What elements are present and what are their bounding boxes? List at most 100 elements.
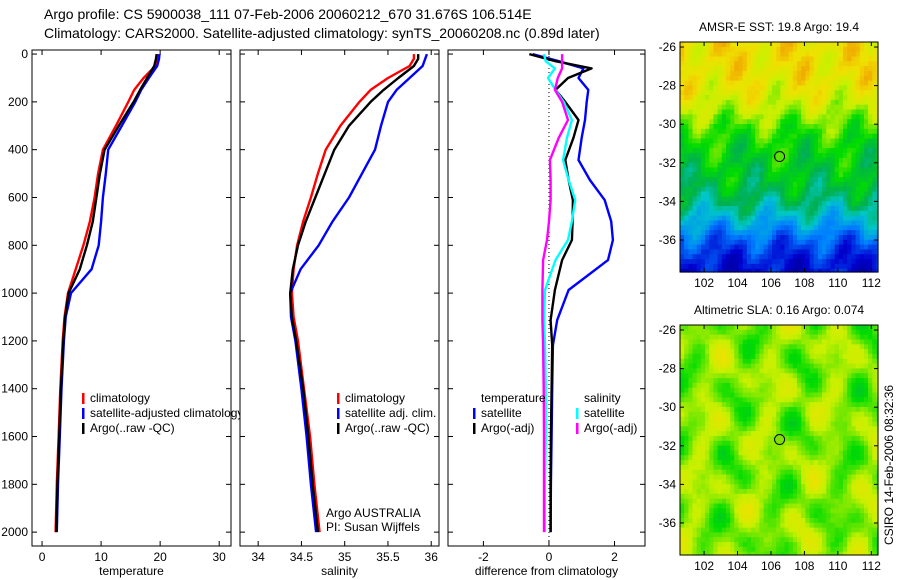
map-cell (838, 225, 844, 231)
map-cell (797, 431, 802, 437)
map-cell (763, 546, 769, 553)
map-cell (696, 382, 702, 389)
map-cell (700, 104, 706, 111)
map-cell (776, 489, 781, 495)
map-cell (696, 455, 702, 461)
map-cell (776, 368, 781, 374)
map-cell (763, 349, 769, 355)
map-cell (709, 532, 715, 538)
map-cell (738, 339, 744, 345)
map-cell (776, 181, 781, 188)
map-cell (805, 397, 811, 403)
x-tick-label: 106 (761, 276, 781, 290)
map-cell (730, 445, 735, 451)
map-cell (784, 119, 790, 125)
map-cell (721, 119, 727, 125)
map-cell (872, 527, 878, 533)
map-cell (822, 152, 827, 159)
map-cell (813, 334, 819, 340)
map-cell (784, 124, 790, 130)
map-cell (684, 368, 689, 374)
map-cell (684, 508, 689, 514)
map-cell (826, 124, 832, 130)
map-cell (797, 426, 802, 432)
map-cell (872, 191, 878, 197)
map-cell (705, 268, 710, 273)
map-cell (855, 220, 861, 226)
map-cell (767, 104, 773, 111)
map-cell (826, 90, 832, 96)
map-cell (692, 445, 698, 451)
map-cell (746, 239, 752, 246)
map-cell (818, 104, 823, 111)
map-cell (763, 66, 769, 72)
map-cell (792, 349, 798, 355)
map-cell (872, 416, 878, 423)
map-cell (692, 75, 698, 82)
map-cell (847, 542, 852, 548)
map-cell (813, 162, 819, 168)
map-cell (680, 152, 685, 159)
map-cell (738, 353, 744, 360)
map-cell (700, 66, 706, 72)
map-cell (767, 503, 773, 509)
map-cell (767, 542, 773, 548)
map-cell (767, 358, 773, 365)
map-cell (830, 95, 836, 101)
map-cell (822, 542, 827, 548)
map-cell (734, 249, 740, 255)
map-cell (751, 435, 756, 442)
map-cell (838, 546, 844, 553)
map-cell (830, 546, 836, 553)
map-cell (717, 210, 723, 217)
map-cell (680, 440, 685, 447)
map-cell (713, 508, 719, 514)
map-cell (822, 225, 827, 231)
map-cell (834, 455, 840, 461)
map-cell (746, 191, 752, 197)
map-cell (797, 498, 802, 505)
map-cell (709, 392, 715, 398)
map-cell (859, 503, 865, 509)
map-cell (788, 133, 794, 140)
map-cell (696, 181, 702, 188)
map-cell (738, 249, 744, 255)
map-cell (696, 450, 702, 456)
map-cell (859, 210, 865, 217)
map-cell (805, 522, 811, 529)
map-cell (717, 474, 723, 480)
map-cell (864, 479, 869, 485)
map-cell (700, 411, 706, 418)
map-cell (872, 104, 878, 111)
map-cell (843, 162, 848, 168)
map-cell (692, 421, 698, 427)
map-cell (700, 235, 706, 241)
map-cell (709, 46, 715, 53)
map-cell (855, 392, 861, 398)
map-cell (700, 532, 706, 538)
map-cell (872, 254, 878, 260)
map-cell (692, 206, 698, 212)
map-cell (688, 268, 694, 273)
map-cell (726, 382, 731, 389)
map-cell (680, 397, 685, 403)
map-cell (742, 368, 748, 374)
map-cell (847, 114, 852, 120)
map-cell (872, 407, 878, 413)
map-cell (838, 484, 844, 490)
map-cell (705, 455, 710, 461)
map-cell (855, 416, 861, 423)
map-cell (717, 551, 723, 556)
map-cell (818, 114, 823, 120)
map-cell (797, 99, 802, 106)
map-cell (809, 325, 815, 331)
map-cell (763, 551, 769, 556)
map-cell (738, 498, 744, 505)
map-cell (859, 124, 865, 130)
map-cell (780, 460, 786, 466)
map-cell (780, 148, 786, 154)
map-cell (834, 263, 840, 270)
map-cell (772, 349, 777, 355)
map-cell (805, 489, 811, 495)
map-cell (688, 527, 694, 533)
